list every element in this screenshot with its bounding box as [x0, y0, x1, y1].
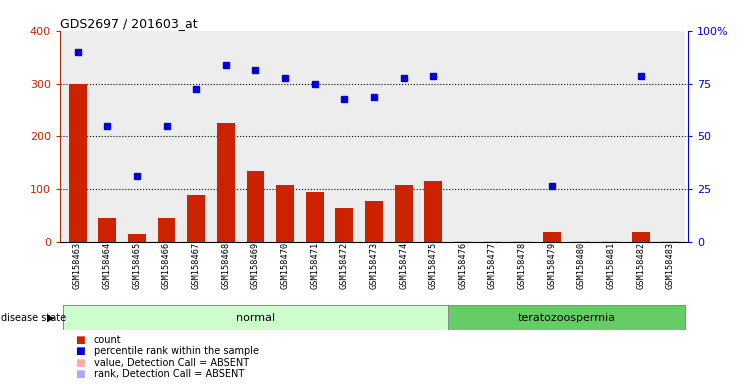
Bar: [241, 31, 270, 242]
Text: ■: ■: [75, 369, 85, 379]
Bar: [484, 241, 501, 242]
Text: GSM158463: GSM158463: [73, 242, 82, 289]
Text: GSM158482: GSM158482: [637, 242, 646, 289]
Bar: [507, 31, 537, 242]
Bar: [152, 31, 181, 242]
Bar: [632, 232, 649, 242]
Text: ■: ■: [75, 335, 85, 345]
Text: GSM158478: GSM158478: [518, 242, 527, 289]
Bar: [655, 31, 685, 242]
Text: value, Detection Call = ABSENT: value, Detection Call = ABSENT: [94, 358, 248, 368]
Bar: [543, 232, 561, 242]
Text: GSM158481: GSM158481: [607, 242, 616, 289]
Text: GSM158466: GSM158466: [162, 242, 171, 289]
Bar: [661, 241, 679, 242]
Bar: [93, 31, 122, 242]
Bar: [418, 31, 448, 242]
Text: GSM158468: GSM158468: [221, 242, 230, 289]
Bar: [300, 31, 330, 242]
Bar: [276, 185, 294, 242]
Bar: [395, 185, 413, 242]
Text: teratozoospermia: teratozoospermia: [518, 313, 616, 323]
Bar: [335, 208, 353, 242]
Text: GSM158480: GSM158480: [577, 242, 586, 289]
Bar: [63, 31, 93, 242]
Text: GSM158474: GSM158474: [399, 242, 408, 289]
Text: GSM158475: GSM158475: [429, 242, 438, 289]
Text: GSM158465: GSM158465: [132, 242, 141, 289]
Bar: [63, 305, 448, 330]
Bar: [389, 31, 418, 242]
Bar: [602, 241, 620, 242]
Text: ■: ■: [75, 358, 85, 368]
Bar: [306, 192, 324, 242]
Text: percentile rank within the sample: percentile rank within the sample: [94, 346, 259, 356]
Bar: [359, 31, 389, 242]
Bar: [128, 234, 146, 242]
Bar: [69, 84, 87, 242]
Bar: [270, 31, 300, 242]
Text: count: count: [94, 335, 121, 345]
Text: GSM158469: GSM158469: [251, 242, 260, 289]
Text: disease state: disease state: [1, 313, 67, 323]
Bar: [365, 201, 383, 242]
Bar: [122, 31, 152, 242]
Text: rank, Detection Call = ABSENT: rank, Detection Call = ABSENT: [94, 369, 244, 379]
Bar: [158, 218, 176, 242]
Text: GSM158464: GSM158464: [102, 242, 111, 289]
Bar: [454, 241, 472, 242]
Bar: [217, 123, 235, 242]
Text: GSM158473: GSM158473: [370, 242, 378, 289]
Text: GDS2697 / 201603_at: GDS2697 / 201603_at: [60, 17, 197, 30]
Text: GSM158479: GSM158479: [548, 242, 557, 289]
Bar: [187, 195, 205, 242]
Text: ▶: ▶: [47, 313, 55, 323]
Text: GSM158483: GSM158483: [666, 242, 675, 289]
Bar: [567, 31, 596, 242]
Text: GSM158472: GSM158472: [340, 242, 349, 289]
Text: ■: ■: [75, 346, 85, 356]
Bar: [448, 305, 685, 330]
Text: GSM158470: GSM158470: [280, 242, 289, 289]
Bar: [537, 31, 567, 242]
Bar: [448, 31, 478, 242]
Bar: [211, 31, 241, 242]
Bar: [626, 31, 655, 242]
Bar: [424, 181, 442, 242]
Text: GSM158467: GSM158467: [191, 242, 200, 289]
Bar: [572, 241, 590, 242]
Bar: [478, 31, 507, 242]
Bar: [330, 31, 359, 242]
Bar: [247, 170, 264, 242]
Bar: [99, 218, 116, 242]
Text: GSM158471: GSM158471: [310, 242, 319, 289]
Bar: [596, 31, 626, 242]
Text: GSM158477: GSM158477: [488, 242, 497, 289]
Bar: [181, 31, 211, 242]
Text: normal: normal: [236, 313, 275, 323]
Text: GSM158476: GSM158476: [459, 242, 468, 289]
Bar: [513, 241, 531, 242]
